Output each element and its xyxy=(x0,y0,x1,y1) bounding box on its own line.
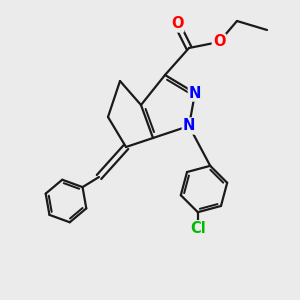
Text: O: O xyxy=(171,16,183,32)
Text: O: O xyxy=(213,34,225,50)
Text: N: N xyxy=(189,85,201,100)
Text: Cl: Cl xyxy=(190,221,206,236)
Text: N: N xyxy=(183,118,195,134)
